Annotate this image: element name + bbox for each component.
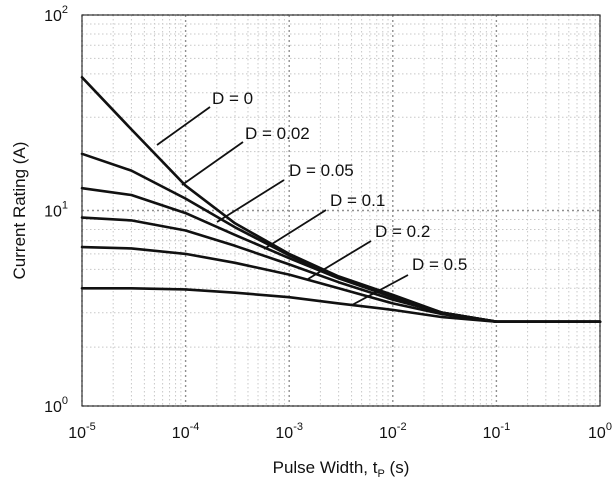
series-line-5 <box>80 286 602 324</box>
x-axis-label: Pulse Width, tP (s) <box>273 458 410 480</box>
series-leader-line-4 <box>307 240 372 280</box>
series-label-1: D = 0.02 <box>245 124 310 143</box>
y-tick-label-0: 100 <box>44 395 68 416</box>
y-tick-exponent: 2 <box>62 4 68 16</box>
y-tick-base: 10 <box>44 399 62 416</box>
y-tick-exponent: 0 <box>62 395 68 407</box>
x-tick-exponent: 0 <box>606 421 612 433</box>
x-tick-label-3: 10-2 <box>379 421 407 442</box>
x-tick-exponent: -4 <box>190 421 200 433</box>
series-leader-line-3 <box>263 209 327 250</box>
series-leader-line-2 <box>216 179 285 223</box>
x-tick-base: 10 <box>275 425 293 442</box>
x-tick-base: 10 <box>588 425 606 442</box>
x-axis-label-subscript: P <box>377 468 384 480</box>
series-label-5: D = 0.5 <box>412 255 467 274</box>
x-tick-base: 10 <box>68 425 86 442</box>
x-tick-exponent: -1 <box>500 421 510 433</box>
x-tick-base: 10 <box>483 425 501 442</box>
x-tick-base: 10 <box>172 425 190 442</box>
x-tick-exponent: -5 <box>86 421 96 433</box>
y-tick-label-2: 102 <box>44 4 68 25</box>
series-leader-line-0 <box>156 106 211 146</box>
x-tick-label-4: 10-1 <box>483 421 511 442</box>
series-label-2: D = 0.05 <box>289 161 354 180</box>
x-tick-label-2: 10-3 <box>275 421 303 442</box>
series-label-4: D = 0.2 <box>375 222 430 241</box>
x-tick-label-0: 10-5 <box>68 421 96 442</box>
x-tick-exponent: -2 <box>397 421 407 433</box>
x-axis-label-tail: (s) <box>385 458 410 477</box>
x-tick-exponent: -3 <box>293 421 303 433</box>
x-tick-base: 10 <box>379 425 397 442</box>
y-tick-base: 10 <box>44 8 62 25</box>
series-label-0: D = 0 <box>212 89 253 108</box>
y-axis-label: Current Rating (A) <box>10 142 29 280</box>
x-tick-label-5: 100 <box>588 421 612 442</box>
series-label-3: D = 0.1 <box>330 191 385 210</box>
plot-frame <box>81 14 601 407</box>
x-tick-label-1: 10-4 <box>172 421 200 442</box>
series-leader-line-1 <box>181 141 244 186</box>
y-tick-label-1: 101 <box>44 200 68 221</box>
y-tick-exponent: 1 <box>62 200 68 212</box>
series-leader-line-5 <box>351 274 409 306</box>
y-tick-base: 10 <box>44 204 62 221</box>
x-axis-label-main: Pulse Width, t <box>273 458 378 477</box>
